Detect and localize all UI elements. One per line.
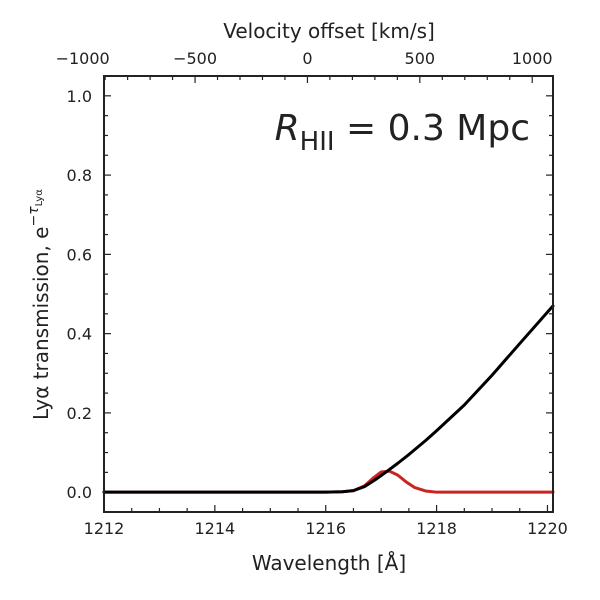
annotation-symbol: R (275, 108, 300, 149)
annotation-subscript: HII (300, 127, 335, 157)
series-layer (102, 304, 555, 494)
top-velocity-axis-ticks: −1000 −500 0 500 1000 (56, 49, 553, 83)
red-transmission-curve (102, 469, 555, 494)
y-tick-label: 0.8 (67, 166, 92, 185)
radius-annotation: RHII = 0.3 Mpc (275, 108, 530, 157)
y-axis-title-exponent: −τ (26, 206, 42, 227)
y-tick-label: 0.4 (67, 325, 92, 344)
y-axis-title-exponent-subscript: Lyα (34, 189, 45, 207)
y-tick-label: 0.2 (67, 404, 92, 423)
x-tick-label: 1216 (305, 519, 346, 538)
black-transmission-curve (102, 304, 555, 494)
y-axis-title-main: Lyα transmission, e (29, 227, 53, 420)
y-axis-ticks: 0.0 0.2 0.4 0.6 0.8 1.0 (67, 75, 553, 502)
annotation-value: = 0.3 Mpc (335, 108, 530, 149)
x-axis-ticks: 1212 1214 1216 1218 1220 (84, 505, 568, 538)
plot-frame (103, 75, 554, 513)
x-tick-label: 1218 (416, 519, 457, 538)
x-tick-label: 1212 (84, 519, 125, 538)
x2-tick-label: 500 (405, 49, 436, 68)
x2-tick-label: 0 (302, 49, 312, 68)
x2-tick-label: −500 (173, 49, 217, 68)
x-axis-title: Wavelength [Å] (252, 551, 406, 575)
x2-tick-label: 1000 (512, 49, 553, 68)
y-axis-title: Lyα transmission, e−τLyα (26, 189, 53, 420)
x2-tick-label: −1000 (56, 49, 110, 68)
x-tick-label: 1214 (195, 519, 236, 538)
y-tick-label: 1.0 (67, 87, 92, 106)
x-tick-label: 1220 (527, 519, 568, 538)
x2-axis-title: Velocity offset [km/s] (223, 19, 435, 43)
y-tick-label: 0.6 (67, 245, 92, 264)
y-tick-label: 0.0 (67, 483, 92, 502)
